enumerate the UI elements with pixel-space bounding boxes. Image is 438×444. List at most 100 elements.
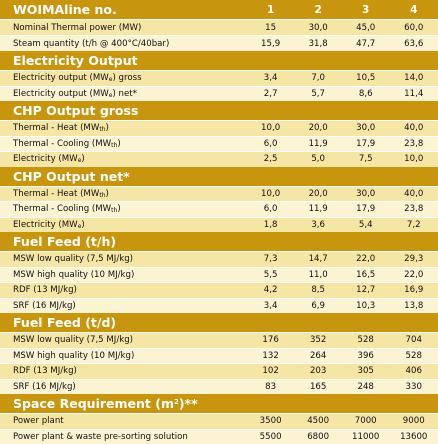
section-title-text: CHP Output gross bbox=[13, 103, 138, 118]
row-label-suffix: ) bbox=[81, 220, 84, 230]
cell-value-col4: 406 bbox=[389, 366, 438, 376]
row-label: MSW low quality (7,5 MJ/kg) bbox=[0, 254, 247, 264]
cell-value-col2: 20,0 bbox=[294, 123, 342, 133]
row-label-suffix: ) bbox=[117, 139, 120, 149]
row-label: MSW high quality (10 MJ/kg) bbox=[0, 270, 247, 280]
row-label-text: Electricity (MW bbox=[13, 154, 78, 164]
row-label-text: MSW low quality (7,5 MJ/kg) bbox=[13, 335, 133, 345]
cell-value-col4: 10,0 bbox=[389, 154, 438, 164]
section-title: Fuel Feed (t/h) bbox=[0, 234, 247, 249]
cell-value-col2: 5,0 bbox=[294, 154, 342, 164]
row-label: Thermal - Heat (MWth) bbox=[0, 189, 247, 199]
cell-value-col1: 2,5 bbox=[247, 154, 295, 164]
cell-value-col4: 63,6 bbox=[389, 39, 438, 49]
row-label: Electricity (MWe) bbox=[0, 154, 247, 164]
cell-value-col3: 305 bbox=[342, 366, 390, 376]
cell-value-col4: 23,8 bbox=[389, 139, 438, 149]
cell-value-col3: 11000 bbox=[342, 432, 390, 442]
section-header: CHP Output gross bbox=[0, 101, 438, 120]
cell-value-col1: 102 bbox=[247, 366, 295, 376]
row-label-text: Power plant bbox=[13, 416, 64, 426]
row-label-text: Steam quantity (t/h @ 400°C/40bar) bbox=[13, 39, 169, 49]
cell-value-col3: 45,0 bbox=[342, 23, 390, 33]
section-title-text: Fuel Feed (t/h) bbox=[13, 234, 116, 249]
section-title: Fuel Feed (t/d) bbox=[0, 315, 247, 330]
section-title-text: Space Requirement (m bbox=[13, 396, 174, 411]
cell-value-col3: 8,6 bbox=[342, 89, 390, 99]
cell-value-col2: 31,8 bbox=[294, 39, 342, 49]
cell-value-col2: 264 bbox=[294, 351, 342, 361]
cell-value-col3: 47,7 bbox=[342, 39, 390, 49]
cell-value-col3: 12,7 bbox=[342, 285, 390, 295]
cell-value-col4: 7,2 bbox=[389, 220, 438, 230]
column-header-3: 3 bbox=[342, 4, 390, 16]
section-title-suffix: )** bbox=[179, 396, 198, 411]
cell-value-col1: 6,0 bbox=[247, 204, 295, 214]
section-header: Fuel Feed (t/h) bbox=[0, 232, 438, 251]
section-title-text: Electricity Output bbox=[13, 53, 138, 68]
cell-value-col2: 11,9 bbox=[294, 139, 342, 149]
cell-value-col3: 248 bbox=[342, 382, 390, 392]
cell-value-col1: 176 bbox=[247, 335, 295, 345]
cell-value-col4: 704 bbox=[389, 335, 438, 345]
section-header: Space Requirement (m2)** bbox=[0, 394, 438, 413]
cell-value-col4: 528 bbox=[389, 351, 438, 361]
cell-value-col4: 330 bbox=[389, 382, 438, 392]
cell-value-col3: 16,5 bbox=[342, 270, 390, 280]
row-label-text: Electricity output (MW bbox=[13, 73, 109, 83]
cell-value-col3: 10,5 bbox=[342, 73, 390, 83]
cell-value-col2: 203 bbox=[294, 366, 342, 376]
cell-value-col3: 30,0 bbox=[342, 189, 390, 199]
cell-value-col2: 6800 bbox=[294, 432, 342, 442]
section-title-text: CHP Output net* bbox=[13, 169, 130, 184]
row-label: Nominal Thermal power (MW) bbox=[0, 23, 247, 33]
row-label: SRF (16 MJ/kg) bbox=[0, 382, 247, 392]
cell-value-col4: 22,0 bbox=[389, 270, 438, 280]
cell-value-col2: 352 bbox=[294, 335, 342, 345]
row-label: Electricity output (MWe) gross bbox=[0, 73, 247, 83]
row-label-text: SRF (16 MJ/kg) bbox=[13, 301, 76, 311]
cell-value-col3: 17,9 bbox=[342, 204, 390, 214]
cell-value-col2: 11,9 bbox=[294, 204, 342, 214]
cell-value-col1: 3500 bbox=[247, 416, 295, 426]
row-label-text: Nominal Thermal power (MW) bbox=[13, 23, 141, 33]
row-label-text: MSW high quality (10 MJ/kg) bbox=[13, 270, 134, 280]
cell-value-col1: 1,8 bbox=[247, 220, 295, 230]
cell-value-col1: 5,5 bbox=[247, 270, 295, 280]
row-label: Thermal - Heat (MWth) bbox=[0, 123, 247, 133]
row-label-text: RDF (13 MJ/kg) bbox=[13, 285, 77, 295]
row-label-text: Electricity output (MW bbox=[13, 89, 109, 99]
row-label: RDF (13 MJ/kg) bbox=[0, 366, 247, 376]
cell-value-col1: 5500 bbox=[247, 432, 295, 442]
row-label: RDF (13 MJ/kg) bbox=[0, 285, 247, 295]
cell-value-col2: 14,7 bbox=[294, 254, 342, 264]
cell-value-col4: 13,8 bbox=[389, 301, 438, 311]
cell-value-col1: 15 bbox=[247, 23, 295, 33]
row-label: MSW low quality (7,5 MJ/kg) bbox=[0, 335, 247, 345]
column-header-2: 2 bbox=[294, 4, 342, 16]
row-label-suffix: ) net* bbox=[112, 89, 137, 99]
cell-value-col4: 40,0 bbox=[389, 189, 438, 199]
cell-value-col4: 14,0 bbox=[389, 73, 438, 83]
cell-value-col3: 528 bbox=[342, 335, 390, 345]
cell-value-col2: 5,7 bbox=[294, 89, 342, 99]
cell-value-col2: 8,5 bbox=[294, 285, 342, 295]
cell-value-col3: 10,3 bbox=[342, 301, 390, 311]
cell-value-col3: 7000 bbox=[342, 416, 390, 426]
cell-value-col4: 60,0 bbox=[389, 23, 438, 33]
